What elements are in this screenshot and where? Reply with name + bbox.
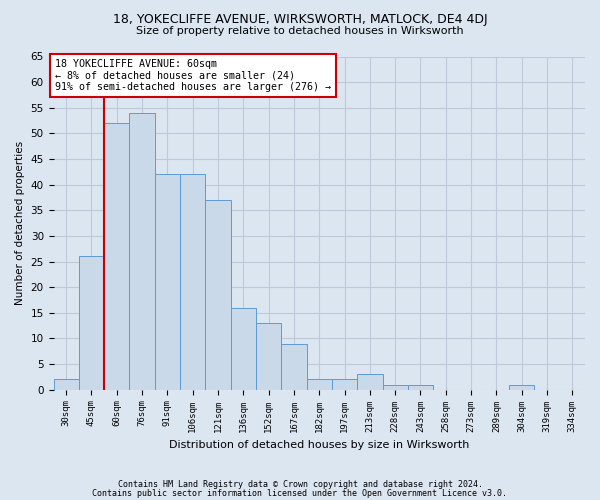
Bar (383, 384, 408, 390)
Bar (205, 200, 230, 390)
Bar (180, 174, 205, 390)
Bar (307, 380, 332, 390)
Bar (357, 374, 383, 390)
Bar (104, 123, 130, 390)
Bar (509, 384, 535, 390)
Bar (130, 113, 155, 390)
Bar (230, 308, 256, 390)
Bar (256, 323, 281, 390)
Bar (79, 256, 104, 390)
Bar (281, 344, 307, 390)
Y-axis label: Number of detached properties: Number of detached properties (15, 141, 25, 305)
Text: 18 YOKECLIFFE AVENUE: 60sqm
← 8% of detached houses are smaller (24)
91% of semi: 18 YOKECLIFFE AVENUE: 60sqm ← 8% of deta… (55, 59, 331, 92)
Bar (332, 380, 357, 390)
Text: 18, YOKECLIFFE AVENUE, WIRKSWORTH, MATLOCK, DE4 4DJ: 18, YOKECLIFFE AVENUE, WIRKSWORTH, MATLO… (113, 12, 487, 26)
Bar (155, 174, 180, 390)
Bar (408, 384, 433, 390)
X-axis label: Distribution of detached houses by size in Wirksworth: Distribution of detached houses by size … (169, 440, 469, 450)
Bar (53, 380, 79, 390)
Text: Contains HM Land Registry data © Crown copyright and database right 2024.: Contains HM Land Registry data © Crown c… (118, 480, 482, 489)
Text: Contains public sector information licensed under the Open Government Licence v3: Contains public sector information licen… (92, 488, 508, 498)
Text: Size of property relative to detached houses in Wirksworth: Size of property relative to detached ho… (136, 26, 464, 36)
